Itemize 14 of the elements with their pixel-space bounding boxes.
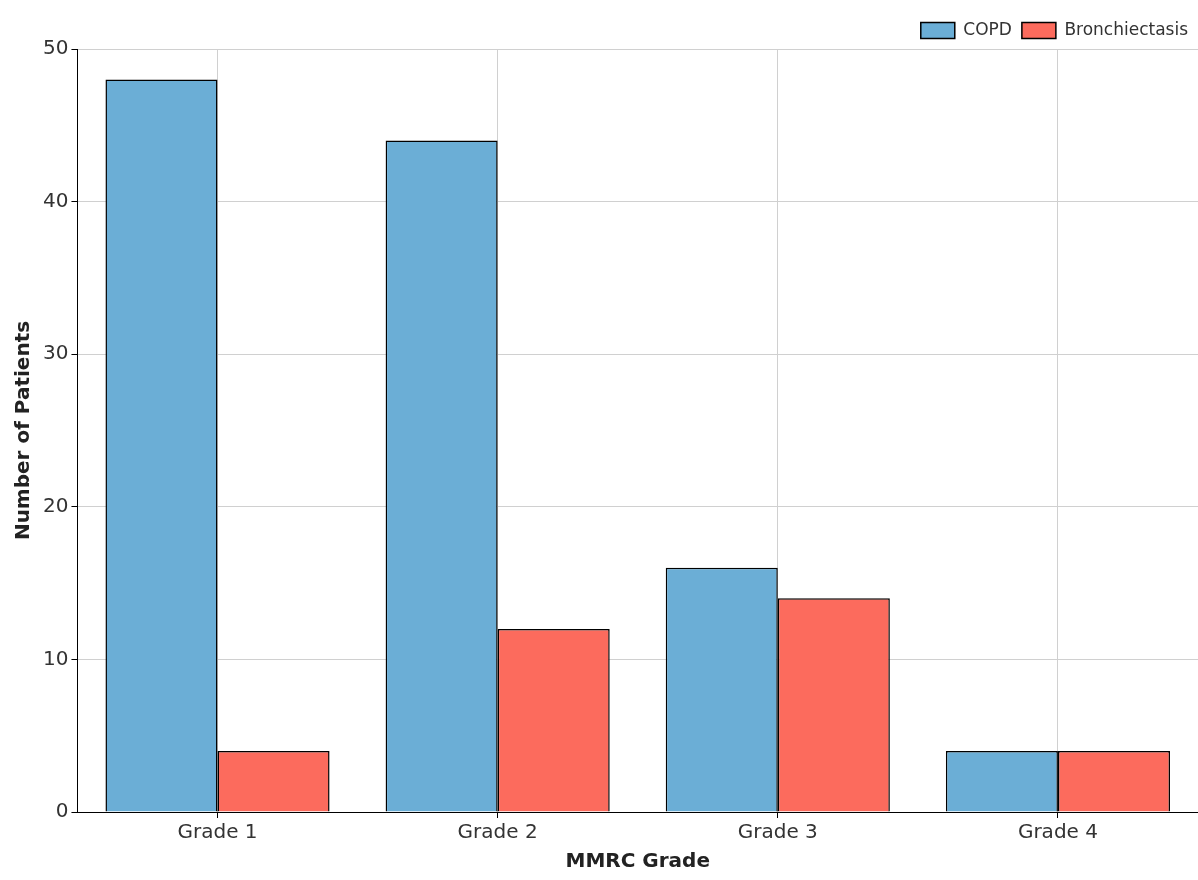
legend-label: Bronchiectasis [1064, 18, 1189, 39]
x-tick-label: Grade 3 [737, 819, 818, 844]
x-tick-label: Grade 1 [177, 819, 258, 844]
y-tick-label: 40 [43, 187, 69, 212]
y-tick-label: 30 [43, 340, 69, 365]
y-tick-label: 10 [43, 645, 69, 670]
y-axis-title: Number of Patients [10, 320, 35, 541]
legend-label: COPD [963, 18, 1012, 39]
y-tick-label: 20 [43, 493, 69, 517]
x-tick-label: Grade 2 [457, 819, 538, 844]
x-axis-title: MMRC Grade [565, 848, 710, 873]
y-tick-label: 0 [55, 798, 69, 823]
x-tick-label: Grade 4 [1017, 819, 1098, 844]
y-tick-label: 50 [43, 35, 69, 60]
